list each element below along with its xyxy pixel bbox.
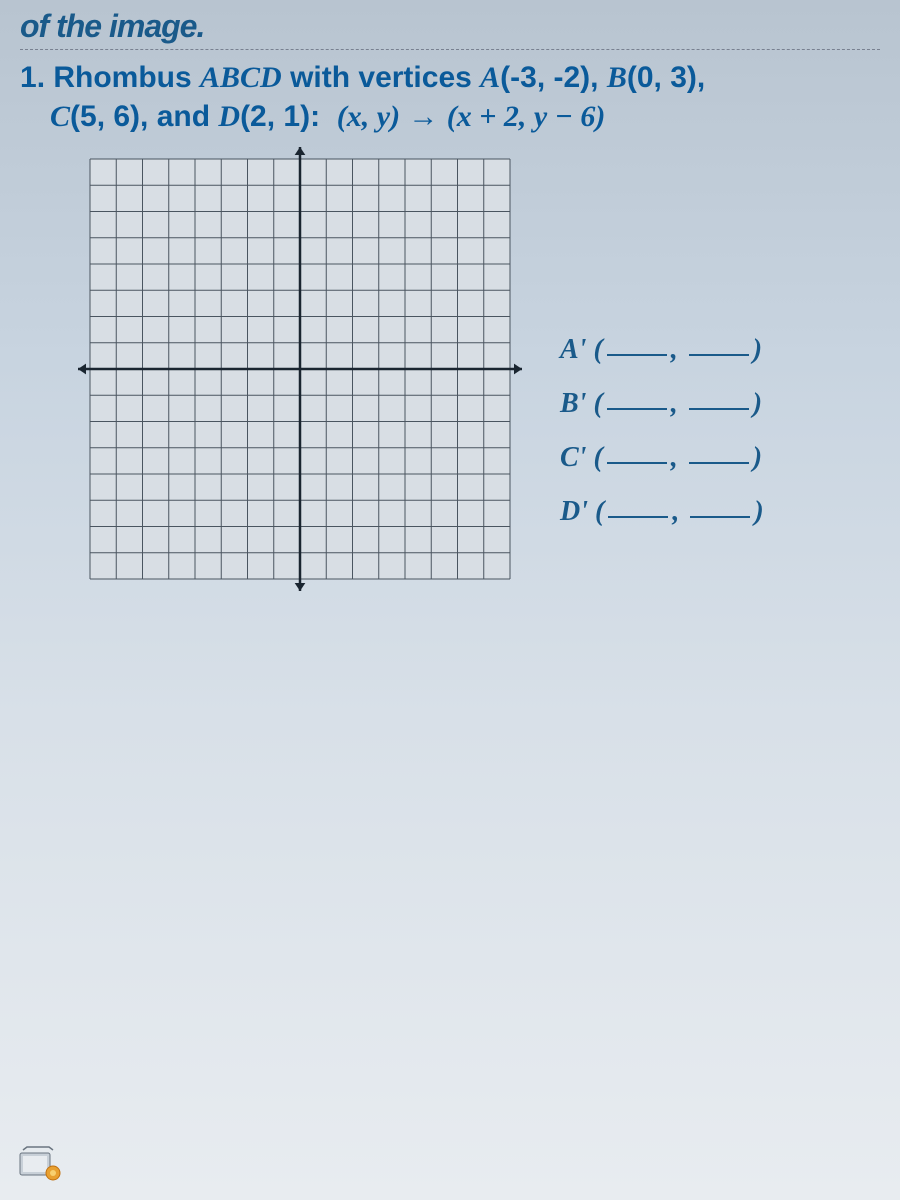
answer-label-D: D' <box>560 496 588 527</box>
blank-Cx[interactable] <box>607 462 667 464</box>
answer-C-prime: C' (, ) <box>560 442 764 474</box>
problem-number: 1 <box>20 61 37 94</box>
grid-and-answers: A' (, ) B' (, ) C' (, ) D' (, ) <box>20 144 880 594</box>
text-with-vertices: with vertices <box>282 61 480 94</box>
vertex-D-coords: (2, 1) <box>240 100 310 133</box>
blank-Dx[interactable] <box>608 516 668 518</box>
vertex-A-label: A <box>480 61 500 94</box>
vertex-C-label: C <box>50 100 70 133</box>
divider <box>20 49 880 50</box>
blank-Dy[interactable] <box>690 516 750 518</box>
answer-A-prime: A' (, ) <box>560 334 764 366</box>
answer-label-C: C' <box>560 442 586 473</box>
answer-label-B: B' <box>560 388 586 419</box>
grid-svg <box>70 144 530 594</box>
blank-Cy[interactable] <box>689 462 749 464</box>
answer-D-prime: D' (, ) <box>560 496 764 528</box>
blank-Ay[interactable] <box>689 354 749 356</box>
blank-Ax[interactable] <box>607 354 667 356</box>
blank-By[interactable] <box>689 408 749 410</box>
problem-line1: 1. Rhombus ABCD with vertices A(-3, -2),… <box>20 61 705 94</box>
problem-statement: 1. Rhombus ABCD with vertices A(-3, -2),… <box>20 58 880 136</box>
taskbar-app-icon[interactable] <box>15 1135 65 1185</box>
answer-blanks: A' (, ) B' (, ) C' (, ) D' (, ) <box>560 334 764 550</box>
vertex-C-coords: (5, 6) <box>70 100 140 133</box>
transform-lhs: (x, y) <box>337 100 400 133</box>
vertex-D-label: D <box>218 100 240 133</box>
answer-label-A: A' <box>560 334 586 365</box>
app-icon-svg <box>15 1135 65 1185</box>
vertex-B-label: B <box>607 61 627 94</box>
vertex-B-coords: (0, 3) <box>627 61 697 94</box>
transform-rhs: (x + 2, y − 6) <box>447 100 606 133</box>
vertex-A-coords: (-3, -2) <box>500 61 590 94</box>
label-abcd: ABCD <box>200 61 282 94</box>
blank-Bx[interactable] <box>607 408 667 410</box>
coordinate-grid <box>70 144 530 594</box>
problem-line2: C(5, 6), and D(2, 1): (x, y) → (x + 2, y… <box>50 97 880 136</box>
header-fragment: of the image. <box>20 8 880 45</box>
answer-B-prime: B' (, ) <box>560 388 764 420</box>
arrow-icon: → <box>408 100 438 133</box>
text-rhombus: Rhombus <box>53 61 200 94</box>
